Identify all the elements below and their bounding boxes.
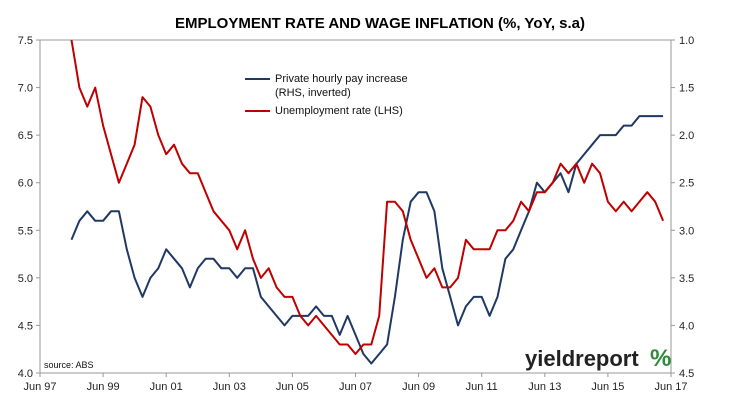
y-left-tick-label: 6.0 <box>18 178 33 190</box>
x-tick-label: Jun 99 <box>87 381 120 393</box>
y-right-tick-label: 1.0 <box>679 35 694 47</box>
y-left-tick-label: 4.5 <box>18 320 33 332</box>
x-tick-label: Jun 05 <box>276 381 309 393</box>
y-right-tick-label: 3.0 <box>679 225 694 237</box>
y-right-tick-label: 4.5 <box>679 368 694 380</box>
plot-area <box>39 39 672 374</box>
y-left-tick-label: 7.0 <box>18 83 33 95</box>
series-line-unemployment <box>70 39 665 355</box>
series-line-pay-increase <box>70 115 664 365</box>
y-right-tick-label: 1.5 <box>679 83 694 95</box>
x-tick-label: Jun 11 <box>466 381 498 393</box>
x-tick-label: Jun 03 <box>213 381 246 393</box>
legend: Private hourly pay increase (RHS, invert… <box>245 73 408 117</box>
legend-label-pay-note: (RHS, inverted) <box>275 87 351 99</box>
y-axis-right: 1.0 1.5 2.0 2.5 3.0 3.5 4.0 4.5 <box>671 35 694 380</box>
yieldreport-logo: yieldreport % <box>525 345 671 372</box>
x-tick-label: Jun 01 <box>150 381 183 393</box>
logo-percent-icon: % <box>650 345 671 372</box>
legend-label-pay: Private hourly pay increase <box>275 73 408 85</box>
source-note: source: ABS <box>44 360 94 370</box>
y-left-tick-label: 7.5 <box>18 35 33 47</box>
x-tick-label: Jun 09 <box>402 381 435 393</box>
y-right-tick-label: 3.5 <box>679 273 694 285</box>
y-axis-left: 4.0 4.5 5.0 5.5 6.0 6.5 7.0 7.5 <box>18 35 40 380</box>
x-tick-label: Jun 97 <box>23 381 56 393</box>
x-tick-label: Jun 17 <box>654 381 687 393</box>
x-tick-label: Jun 13 <box>528 381 561 393</box>
x-axis: Jun 97 Jun 99 Jun 01 Jun 03 Jun 05 Jun 07 Jun … <box>23 373 688 393</box>
y-right-tick-label: 2.5 <box>679 178 694 190</box>
y-left-tick-label: 4.0 <box>18 368 33 380</box>
chart-title: EMPLOYMENT RATE AND WAGE INFLATION (%, Y… <box>175 15 585 32</box>
x-tick-label: Jun 15 <box>591 381 624 393</box>
logo-text: yieldreport <box>525 346 639 371</box>
y-left-tick-label: 5.0 <box>18 273 33 285</box>
y-left-tick-label: 5.5 <box>18 225 33 237</box>
series-layer <box>70 39 665 365</box>
y-right-tick-label: 2.0 <box>679 130 694 142</box>
y-left-tick-label: 6.5 <box>18 130 33 142</box>
y-right-tick-label: 4.0 <box>679 320 694 332</box>
legend-label-unemployment: Unemployment rate (LHS) <box>275 105 403 117</box>
x-tick-label: Jun 07 <box>339 381 372 393</box>
